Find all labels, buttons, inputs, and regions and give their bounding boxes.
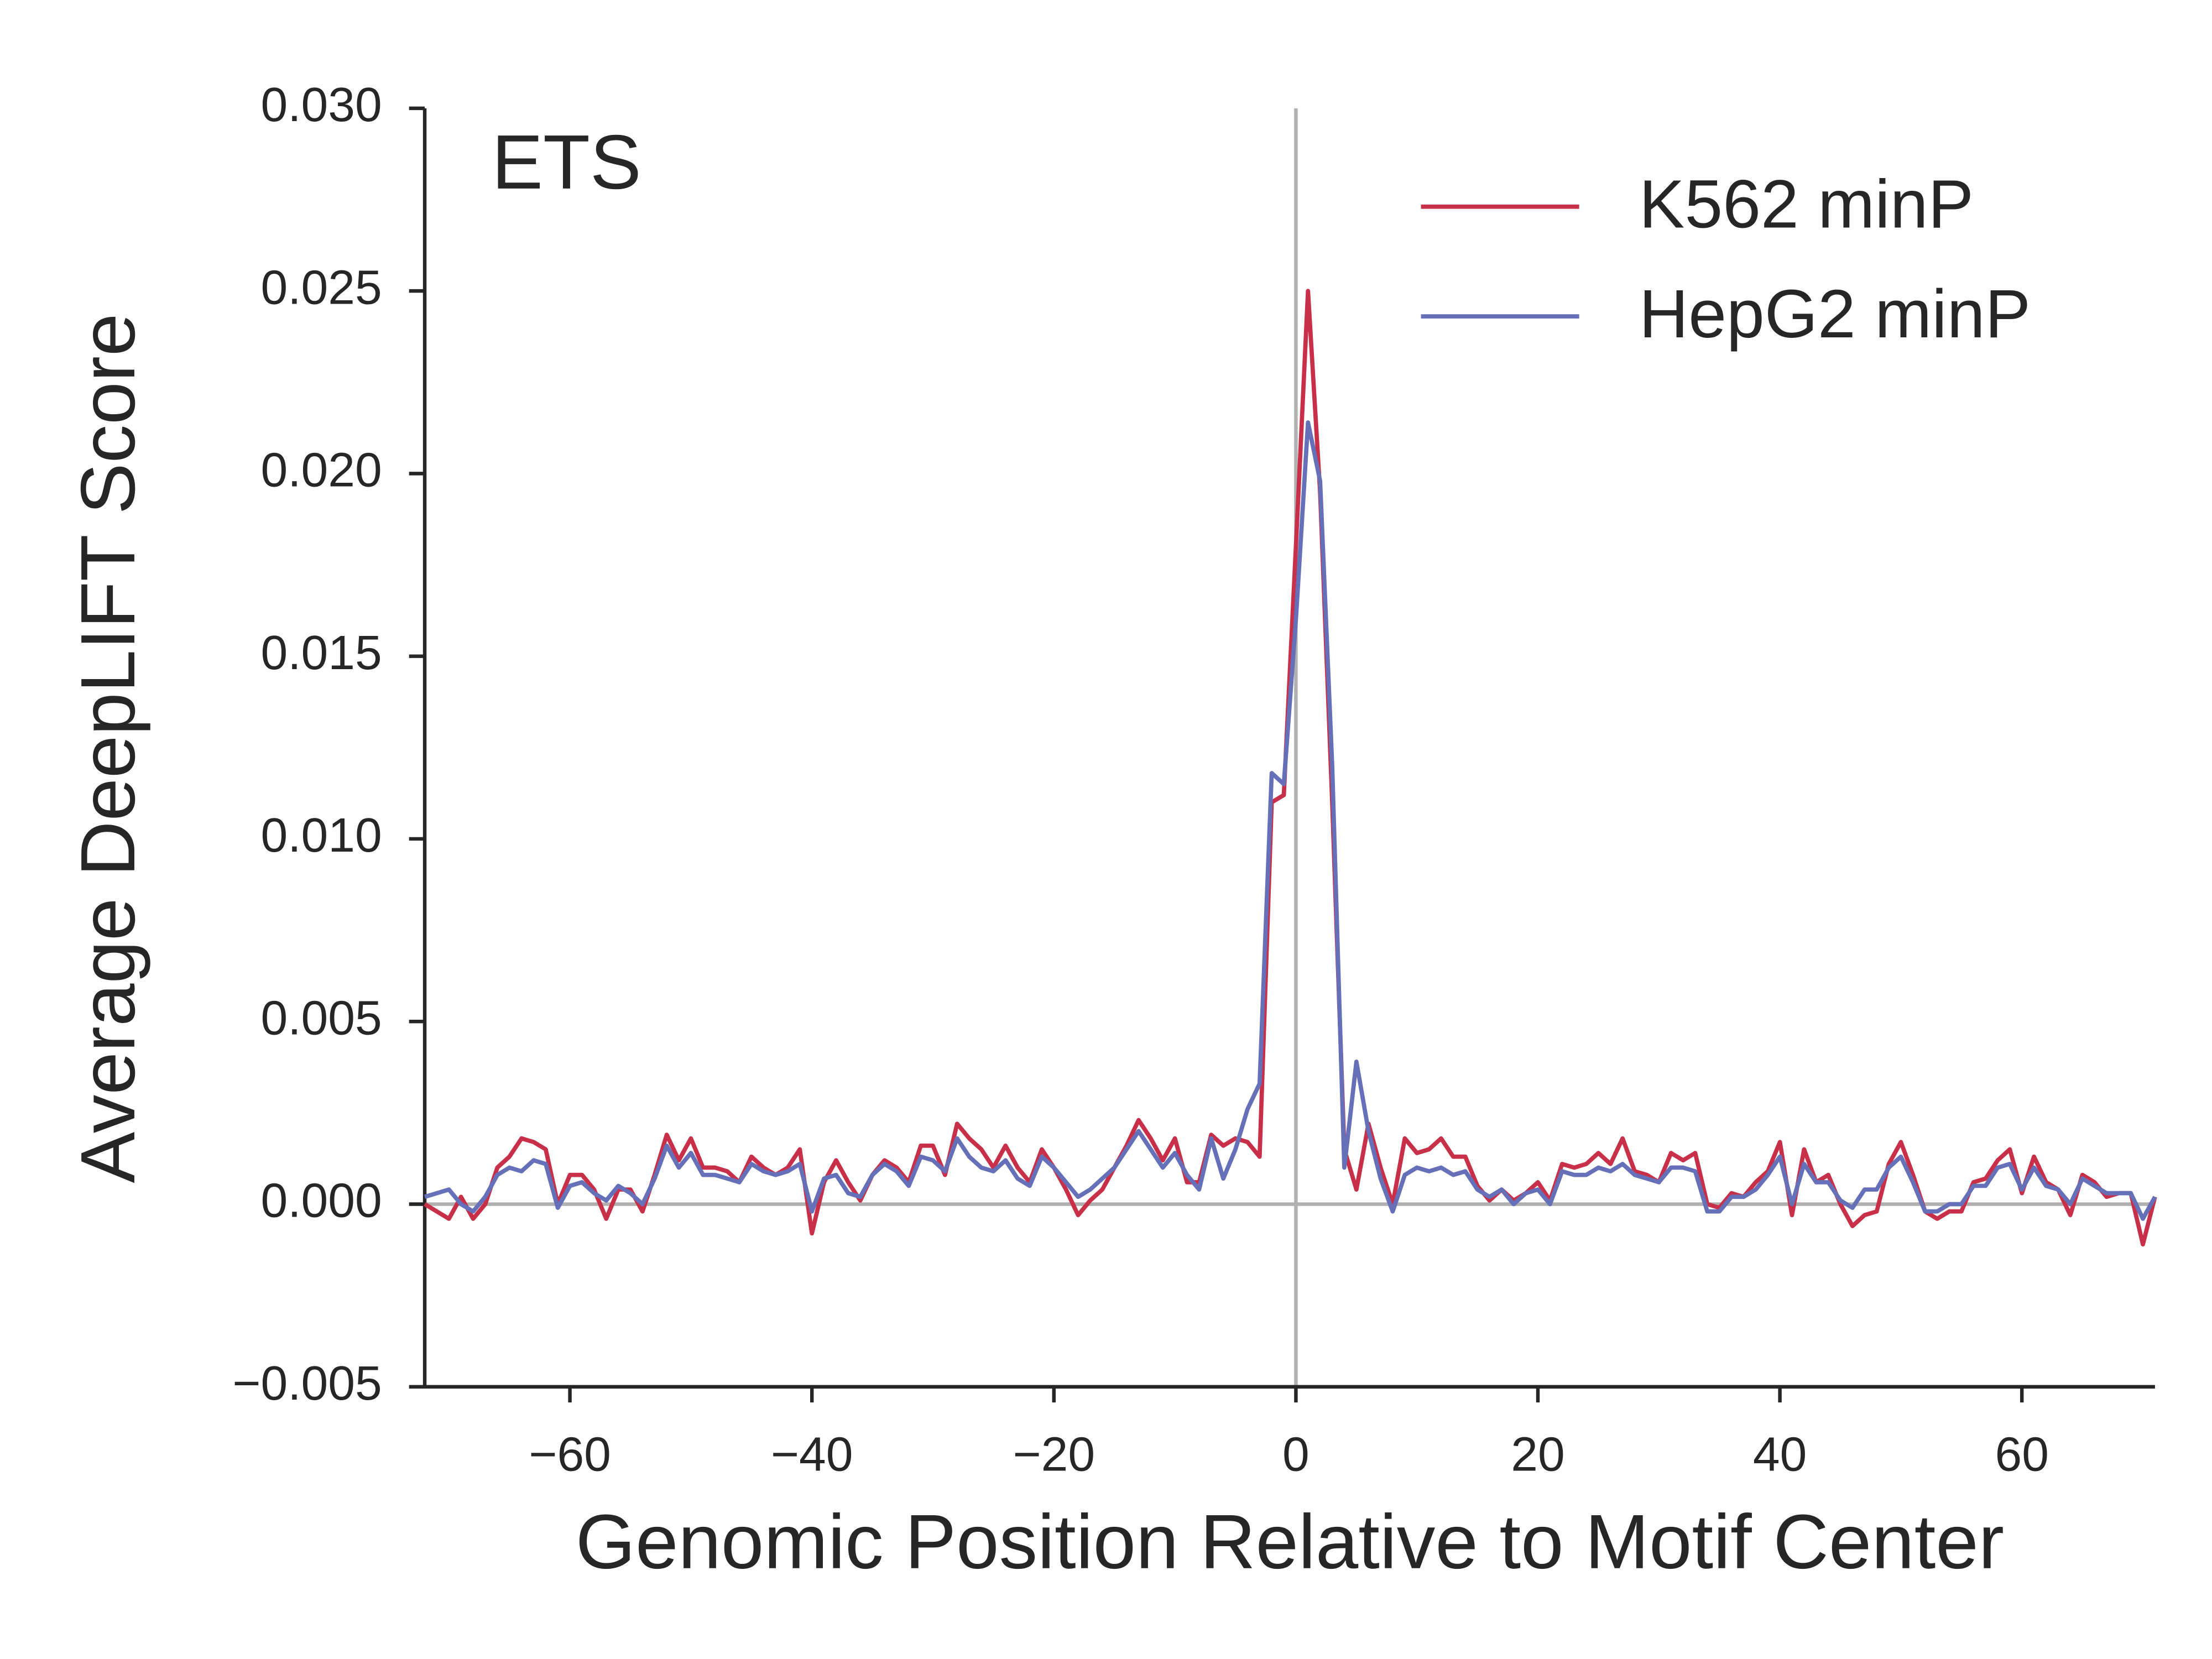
x-tick-label: 60 [1995, 1427, 2048, 1481]
annotation: ETS [492, 119, 641, 205]
x-tick-label: 20 [1511, 1427, 1564, 1481]
x-tick-label: 0 [1282, 1427, 1310, 1481]
legend-label: K562 minP [1639, 166, 1974, 243]
legend-label: HepG2 minP [1639, 276, 2031, 352]
y-axis-label: Average DeepLIFT Score [65, 314, 151, 1183]
series-line [424, 420, 2157, 1221]
x-tick-label: 40 [1753, 1427, 1807, 1481]
y-tick-label: 0.010 [260, 808, 382, 862]
series-line [424, 289, 2157, 1246]
x-tick-label: −20 [1013, 1427, 1095, 1481]
y-tick-label: −0.005 [232, 1356, 382, 1410]
y-tick-label: 0.025 [260, 260, 382, 314]
x-axis-label: Genomic Position Relative to Motif Cente… [576, 1499, 2004, 1585]
y-tick-label: 0.030 [260, 77, 382, 132]
x-tick-label: −40 [771, 1427, 853, 1481]
y-tick-label: 0.000 [260, 1173, 382, 1228]
y-tick-label: 0.020 [260, 443, 382, 497]
x-tick-label: −60 [529, 1427, 611, 1481]
y-tick-label: 0.015 [260, 625, 382, 680]
y-tick-label: 0.005 [260, 990, 382, 1045]
